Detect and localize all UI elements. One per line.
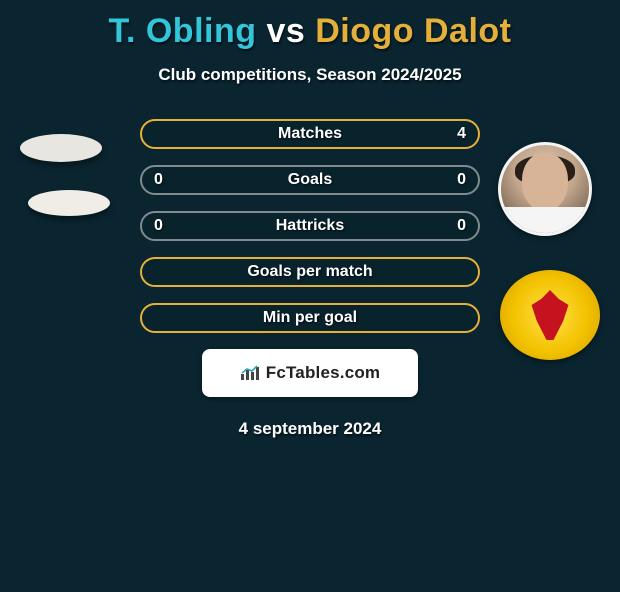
stat-row: Min per goal: [140, 303, 480, 333]
stat-label: Goals per match: [142, 259, 478, 285]
club-right-badge: [500, 270, 600, 360]
stat-row: Goals0 0: [140, 165, 480, 195]
page-title: T. Obling vs Diogo Dalot: [0, 12, 620, 51]
player-right-avatar: [498, 142, 592, 236]
subtitle: Club competitions, Season 2024/2025: [0, 65, 620, 85]
club-left-badge: [28, 190, 110, 216]
brand-text: FcTables.com: [266, 363, 381, 383]
stat-label: Hattricks: [142, 213, 478, 239]
date-stamp: 4 september 2024: [0, 419, 620, 439]
stat-row: Goals per match: [140, 257, 480, 287]
stat-row: Hattricks0 0: [140, 211, 480, 241]
stat-left-value: 0: [142, 167, 175, 193]
stat-label: Min per goal: [142, 305, 478, 331]
stat-right-value: 0: [445, 213, 478, 239]
brand-chart-icon: [240, 365, 260, 381]
brand-pill: FcTables.com: [202, 349, 418, 397]
stat-left-value: 0: [142, 213, 175, 239]
stat-label: Matches: [142, 121, 478, 147]
stat-right-value: 4: [445, 121, 478, 147]
stat-label: Goals: [142, 167, 478, 193]
stat-right-value: 0: [445, 167, 478, 193]
player-left-avatar: [20, 134, 102, 162]
stat-row: Matches4: [140, 119, 480, 149]
